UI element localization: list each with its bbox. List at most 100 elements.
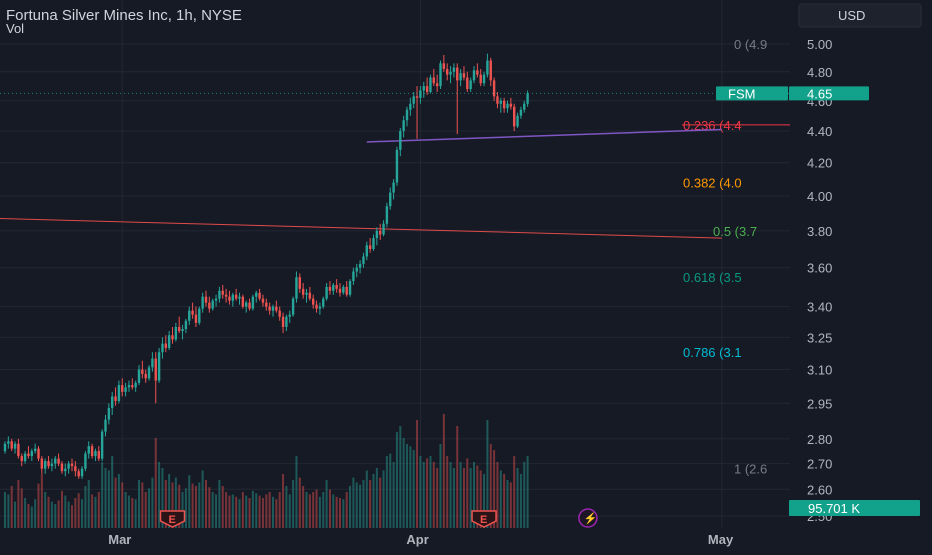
volume-bar <box>184 488 187 528</box>
candle <box>298 273 301 293</box>
volume-bar <box>191 483 194 528</box>
candle <box>147 365 151 381</box>
event-markers[interactable]: E E ⚡ <box>159 508 598 528</box>
candle <box>218 286 221 303</box>
candle <box>368 238 372 253</box>
volume-bar <box>523 462 526 528</box>
candle <box>248 298 251 311</box>
candle <box>47 456 50 469</box>
candle <box>57 453 60 467</box>
volume-bar <box>359 484 362 528</box>
candle <box>121 378 124 397</box>
candle <box>161 337 164 359</box>
candle <box>365 241 368 261</box>
candle <box>77 468 80 479</box>
volume-bar <box>225 492 228 528</box>
candle <box>509 97 513 110</box>
volume-bar <box>124 492 127 528</box>
candle <box>412 91 415 109</box>
candle <box>301 282 305 299</box>
volume-bar <box>194 486 197 528</box>
candle <box>385 202 389 228</box>
volume-bar <box>24 498 27 528</box>
svg-text:E: E <box>480 514 487 526</box>
svg-text:⚡: ⚡ <box>584 512 598 525</box>
candle <box>442 54 446 72</box>
price-axis[interactable]: 5.004.804.604.404.204.003.803.603.403.25… <box>807 37 832 524</box>
y-tick-label: 4.80 <box>807 65 832 80</box>
candle <box>144 369 147 383</box>
trendlines[interactable] <box>0 128 722 239</box>
fibonacci-retracement[interactable]: 0 (4.9 0.236 (4.4 0.382 (4.0 0.5 (3.7 0.618 … <box>682 37 790 477</box>
volume-bar <box>315 489 318 528</box>
candle <box>409 97 412 116</box>
volume-bar <box>483 474 486 528</box>
candle <box>20 453 23 467</box>
volume-bar <box>47 496 50 528</box>
candle <box>127 380 131 392</box>
volume-bar <box>519 474 522 528</box>
y-tick-label: 3.10 <box>807 363 832 378</box>
volume-bar <box>148 488 151 528</box>
candle <box>164 335 167 353</box>
volume-bar <box>432 462 435 528</box>
earnings-event-icon[interactable]: E <box>159 510 186 528</box>
candle <box>70 458 74 472</box>
fib-label-0: 0 (4.9 <box>734 37 767 52</box>
volume-bar <box>97 492 100 528</box>
volume-bar <box>392 462 395 528</box>
candle <box>84 451 87 472</box>
volume-bar <box>382 470 385 528</box>
volume-bar <box>526 456 529 528</box>
candle <box>449 66 452 84</box>
time-axis[interactable]: Mar Apr May <box>108 532 734 547</box>
fib-label-0.786: 0.786 (3.1 <box>683 345 742 360</box>
candle <box>100 429 104 462</box>
volume-bar <box>473 462 475 528</box>
volume-bar <box>101 462 104 528</box>
candle <box>134 380 137 392</box>
volume-bar <box>469 468 472 528</box>
candle <box>476 63 479 78</box>
volume-bar <box>399 426 402 528</box>
volume-bar <box>37 483 40 528</box>
volume-bar <box>412 450 415 528</box>
volume-bar <box>238 499 241 528</box>
candle <box>332 282 335 295</box>
candle <box>435 74 439 92</box>
trendline-support[interactable] <box>366 128 722 143</box>
candle <box>462 66 466 81</box>
volume-bar <box>496 462 499 528</box>
candle <box>469 77 472 92</box>
volume-bar <box>362 480 365 528</box>
volume-bar <box>134 499 137 528</box>
volume-bar <box>87 480 90 528</box>
volume-bar <box>34 499 37 528</box>
trendline-resistance[interactable] <box>0 217 722 239</box>
currency-button[interactable]: USD <box>798 3 922 28</box>
volume-bar <box>328 489 331 528</box>
candle <box>74 461 77 477</box>
candle <box>40 456 44 474</box>
candle <box>258 288 261 301</box>
y-tick-label: 5.00 <box>807 37 832 52</box>
candle <box>499 97 502 113</box>
earnings-event-icon[interactable]: E <box>471 510 497 528</box>
candle <box>54 456 57 469</box>
candle <box>33 443 37 454</box>
candle <box>372 234 375 251</box>
volume-bar <box>439 444 442 528</box>
volume-bar <box>14 501 17 528</box>
volume-bar <box>509 482 512 528</box>
volume-bar <box>476 465 479 528</box>
candle <box>382 220 385 237</box>
volume-bar <box>452 468 455 528</box>
volume-bar <box>395 432 398 528</box>
candle <box>181 324 184 340</box>
candle <box>238 292 241 305</box>
volume-bar <box>372 474 375 528</box>
volume-bar <box>312 492 315 528</box>
candle <box>114 387 117 406</box>
dividend-event-icon[interactable]: ⚡ <box>578 508 598 528</box>
